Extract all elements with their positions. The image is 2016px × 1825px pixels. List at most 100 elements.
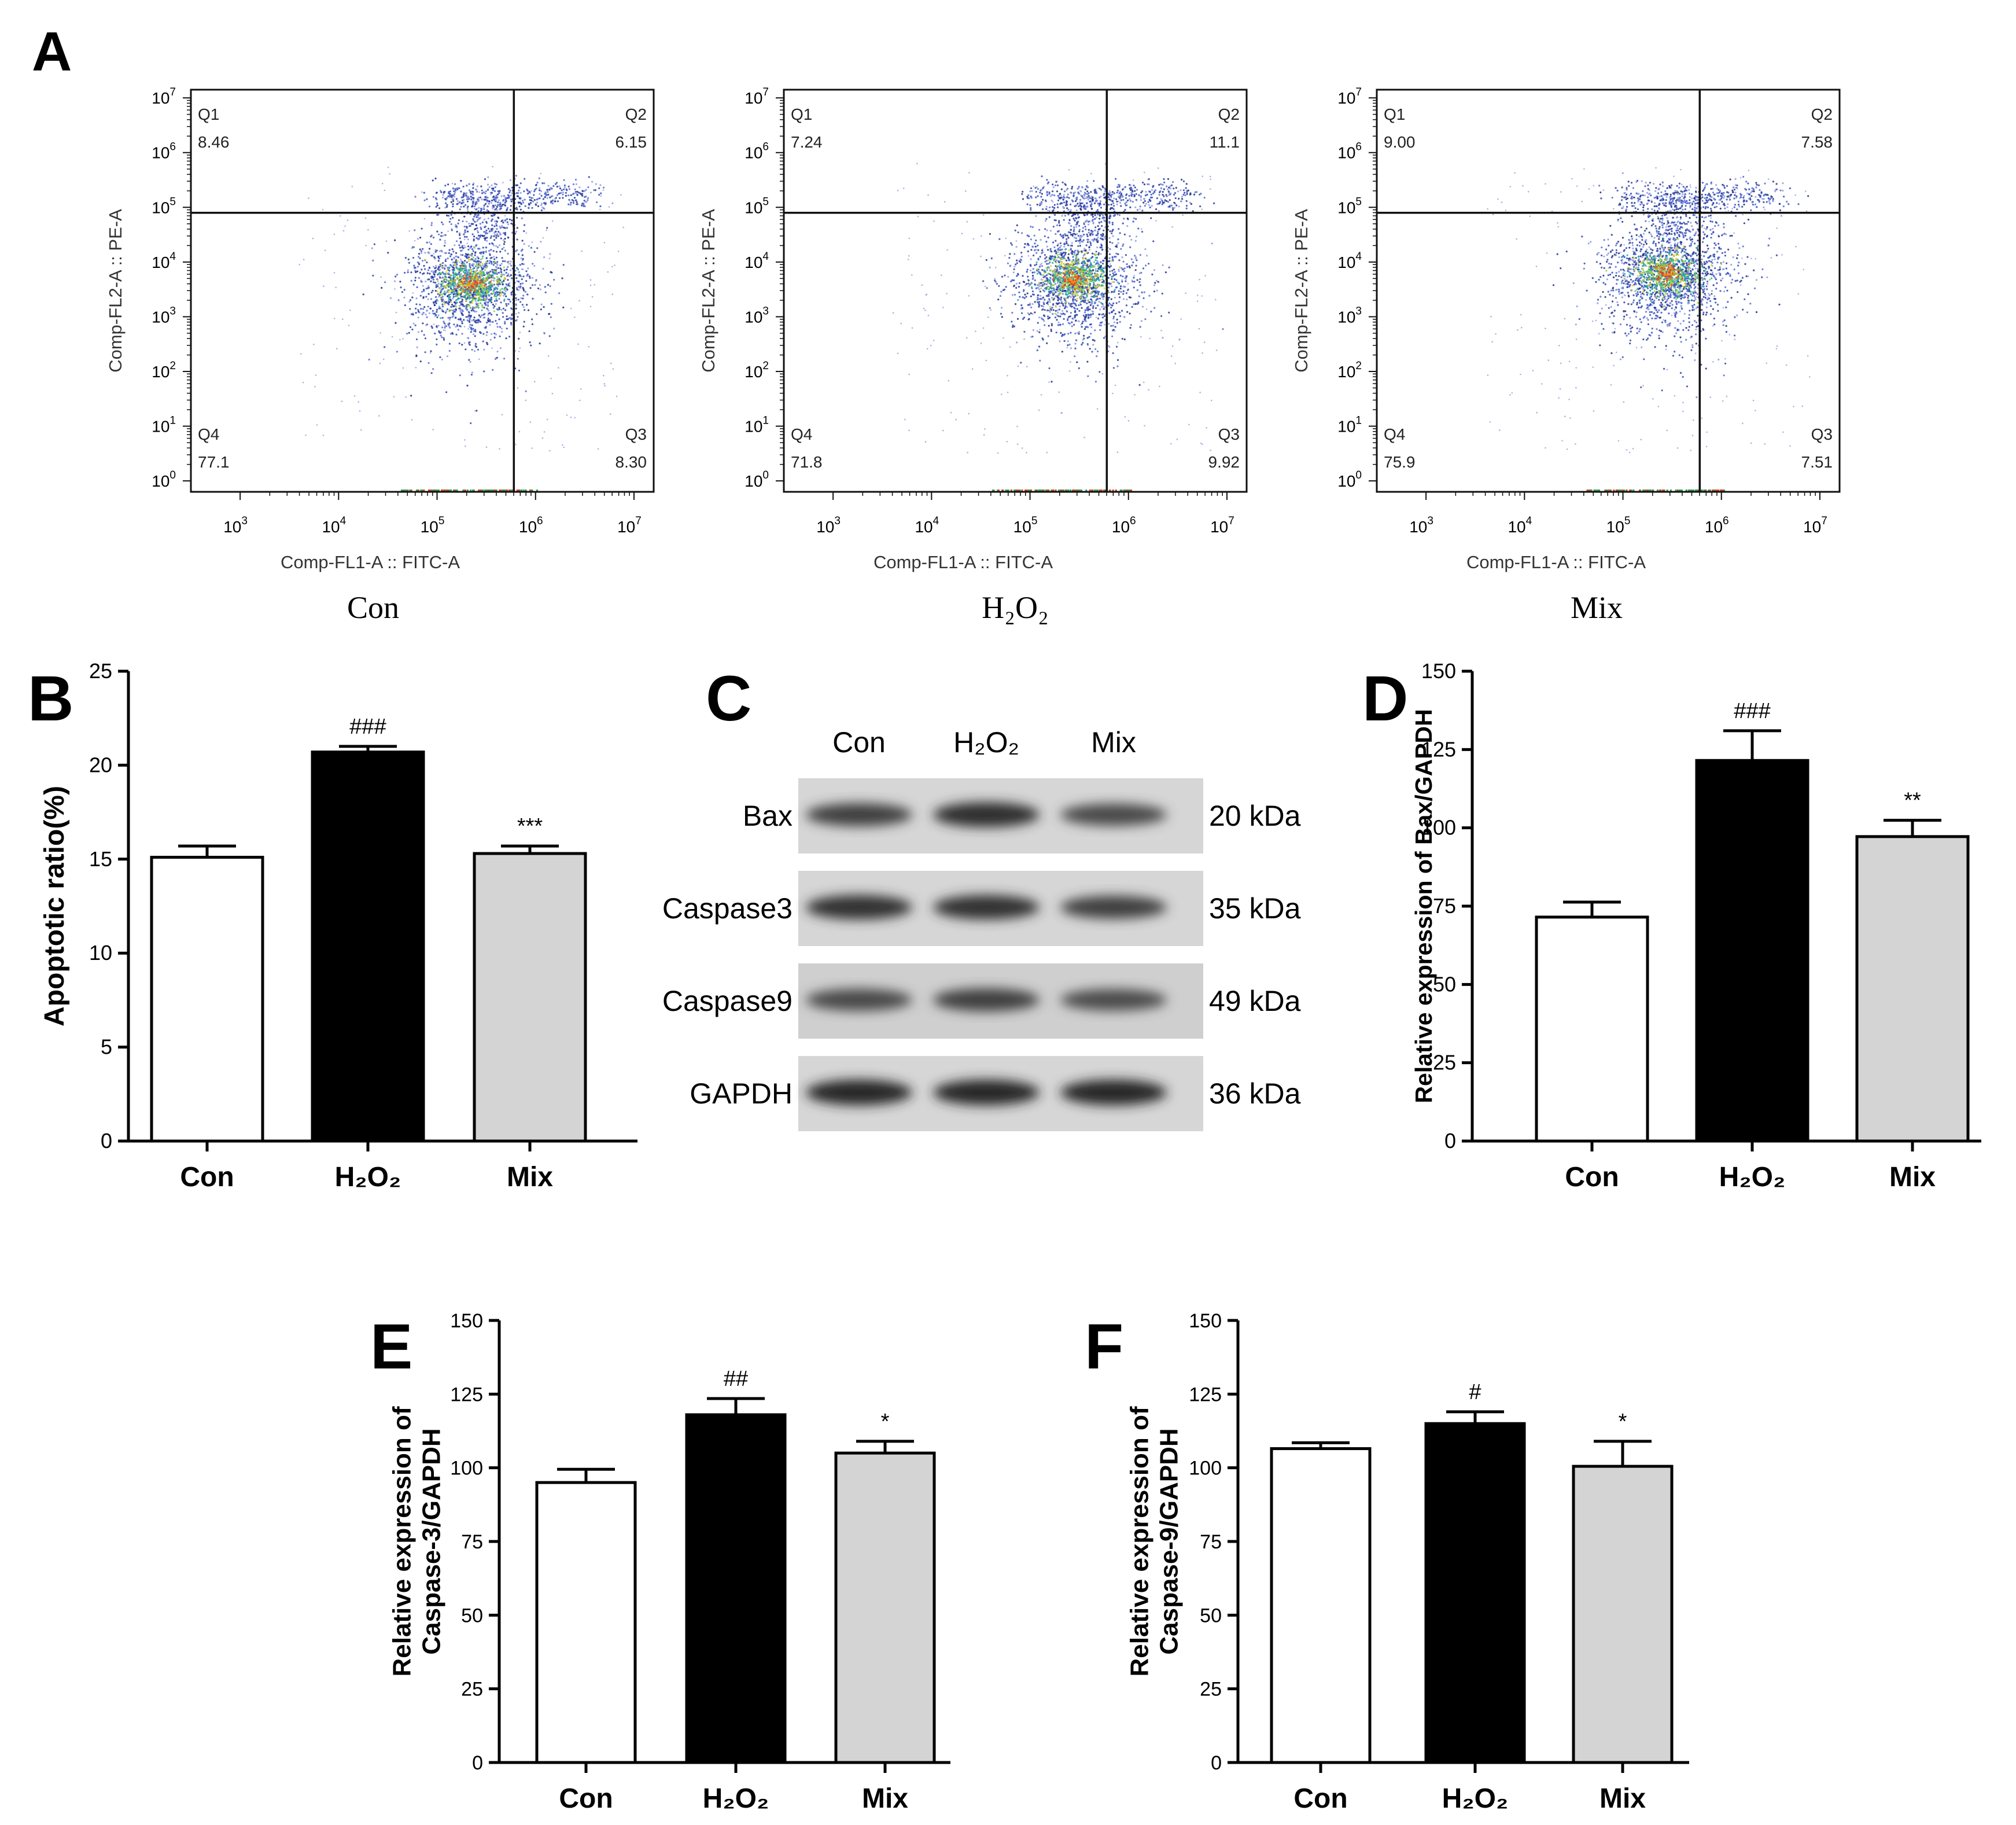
q3-value: 8.30 bbox=[616, 453, 647, 471]
x-tick-label: 105 bbox=[421, 515, 445, 536]
significance-marker: ### bbox=[1734, 699, 1770, 723]
q2-value: 11.1 bbox=[1210, 133, 1240, 151]
blot-size-label: 36 kDa bbox=[1209, 1077, 1301, 1110]
y-tick-label: 100 bbox=[450, 1458, 483, 1480]
y-tick-label: 10 bbox=[89, 941, 112, 965]
x-tick-label: 104 bbox=[322, 515, 346, 536]
q4-label: Q4 bbox=[1384, 425, 1405, 443]
blot-lane-label: H₂O₂ bbox=[953, 726, 1019, 759]
x-tick-label: 105 bbox=[1013, 515, 1038, 536]
blot-strip-bax: Bax 20 kDa bbox=[743, 778, 1301, 853]
blot-size-label: 20 kDa bbox=[1209, 800, 1301, 832]
blot-band bbox=[806, 895, 912, 920]
blot-band bbox=[1060, 896, 1167, 919]
x-tick-label: 103 bbox=[1409, 515, 1433, 536]
blot-strip-caspase3: Caspase3 35 kDa bbox=[662, 871, 1301, 946]
y-tick-label: 102 bbox=[745, 360, 769, 381]
flow-y-axis-label: Comp-FL2-A :: PE-A bbox=[698, 209, 718, 373]
significance-marker: * bbox=[1619, 1410, 1627, 1434]
y-tick-label: 101 bbox=[745, 415, 769, 436]
panel-letter-a: A bbox=[32, 21, 72, 83]
bar-0 bbox=[1535, 915, 1649, 1143]
q2-value: 7.58 bbox=[1801, 133, 1833, 151]
y-tick-label: 150 bbox=[1189, 1310, 1222, 1332]
flow-y-axis-label: Comp-FL2-A :: PE-A bbox=[1291, 209, 1311, 373]
blot-strip-caspase9: Caspase9 49 kDa bbox=[662, 963, 1301, 1039]
q3-label: Q3 bbox=[1218, 425, 1240, 443]
significance-marker: # bbox=[1469, 1380, 1481, 1404]
x-category-label: H₂O₂ bbox=[703, 1783, 769, 1814]
y-axis-label: Caspase-9/GAPDH bbox=[1155, 1428, 1183, 1654]
bar-1 bbox=[311, 750, 425, 1143]
significance-marker: * bbox=[881, 1410, 890, 1434]
y-tick-label: 25 bbox=[461, 1679, 483, 1701]
q4-label: Q4 bbox=[791, 425, 812, 443]
q4-value: 71.8 bbox=[791, 453, 823, 471]
y-tick-label: 100 bbox=[152, 469, 176, 490]
panel-letter-e: E bbox=[370, 1311, 412, 1382]
y-axis-label: Relative expression of bbox=[388, 1406, 417, 1676]
q1-value: 7.24 bbox=[791, 133, 823, 151]
y-tick-label: 102 bbox=[152, 360, 176, 381]
panel-letter-b: B bbox=[28, 663, 73, 734]
q4-value: 77.1 bbox=[198, 453, 230, 471]
y-tick-label: 103 bbox=[1337, 305, 1362, 326]
x-tick-label: 107 bbox=[1210, 515, 1234, 536]
y-tick-label: 101 bbox=[1337, 415, 1362, 436]
bar-chart-d: 0 25 50 75 100 125 150 Con H₂O₂ ### Mix ** Relative … bbox=[1410, 659, 1981, 1193]
blot-protein-label: GAPDH bbox=[690, 1077, 793, 1110]
x-category-label: Mix bbox=[1889, 1162, 1936, 1193]
flow-plot-2: Q1 7.24 Q2 11.1 Q4 71.8 Q3 9.92 103 104 105 106 107 1… bbox=[698, 86, 1248, 625]
y-tick-label: 150 bbox=[1421, 659, 1456, 683]
y-tick-label: 0 bbox=[101, 1129, 112, 1153]
blot-band bbox=[933, 895, 1040, 920]
y-tick-label: 106 bbox=[745, 141, 769, 162]
panel-letter-c: C bbox=[706, 663, 751, 734]
q3-label: Q3 bbox=[625, 425, 647, 443]
y-tick-label: 50 bbox=[1200, 1605, 1222, 1627]
y-tick-label: 105 bbox=[152, 196, 176, 216]
y-tick-label: 25 bbox=[1200, 1679, 1222, 1701]
blot-band bbox=[806, 988, 912, 1011]
blot-band bbox=[806, 1080, 912, 1105]
bar-chart-b: 0 5 10 15 20 25 Con H₂O₂ ### Mix *** Apoptotic rati… bbox=[39, 659, 637, 1193]
bar-chart-f: 0 25 50 75 100 125 150 Con H₂O₂ # Mix * Relative exp… bbox=[1126, 1310, 1689, 1814]
flow-events bbox=[892, 163, 1224, 491]
y-tick-label: 100 bbox=[745, 469, 769, 490]
flow-x-axis-label: Comp-FL1-A :: FITC-A bbox=[874, 552, 1053, 572]
flow-condition-label: Con bbox=[347, 590, 399, 625]
flow-plot-1: Q1 8.46 Q2 6.15 Q4 77.1 Q3 8.30 103 104 105 106 107 1… bbox=[105, 86, 655, 625]
y-tick-label: 103 bbox=[152, 305, 176, 326]
y-tick-label: 25 bbox=[89, 659, 112, 683]
blot-band bbox=[1060, 989, 1167, 1011]
flow-events bbox=[298, 165, 624, 491]
significance-marker: *** bbox=[517, 814, 543, 838]
blot-band bbox=[933, 802, 1040, 827]
y-tick-label: 0 bbox=[1444, 1129, 1456, 1153]
x-category-label: Mix bbox=[862, 1783, 908, 1814]
y-tick-label: 0 bbox=[472, 1752, 483, 1774]
y-tick-label: 105 bbox=[1337, 196, 1362, 216]
blot-lane-label: Mix bbox=[1091, 726, 1136, 759]
y-tick-label: 104 bbox=[152, 251, 176, 271]
q1-label: Q1 bbox=[1384, 105, 1405, 123]
x-category-label: Con bbox=[559, 1783, 613, 1814]
x-tick-label: 107 bbox=[1803, 515, 1827, 536]
y-tick-label: 25 bbox=[1433, 1051, 1456, 1075]
y-tick-label: 125 bbox=[450, 1384, 483, 1405]
bar-0 bbox=[535, 1481, 637, 1764]
blot-protein-label: Caspase9 bbox=[662, 985, 793, 1017]
panel-letter-f: F bbox=[1085, 1311, 1123, 1382]
blot-size-label: 35 kDa bbox=[1209, 892, 1301, 925]
q2-value: 6.15 bbox=[616, 133, 647, 151]
y-tick-label: 100 bbox=[1337, 469, 1362, 490]
flow-y-axis-label: Comp-FL2-A :: PE-A bbox=[105, 209, 126, 373]
plot-frame bbox=[190, 89, 655, 493]
flow-plot-3: Q1 9.00 Q2 7.58 Q4 75.9 Q3 7.51 103 104 105 106 107 1… bbox=[1291, 86, 1841, 625]
blot-strip-gapdh: GAPDH 36 kDa bbox=[690, 1056, 1301, 1131]
x-category-label: Mix bbox=[507, 1162, 553, 1193]
blot-band bbox=[933, 1080, 1040, 1105]
y-axis-label: Relative expression of Bax/GAPDH bbox=[1410, 709, 1437, 1103]
